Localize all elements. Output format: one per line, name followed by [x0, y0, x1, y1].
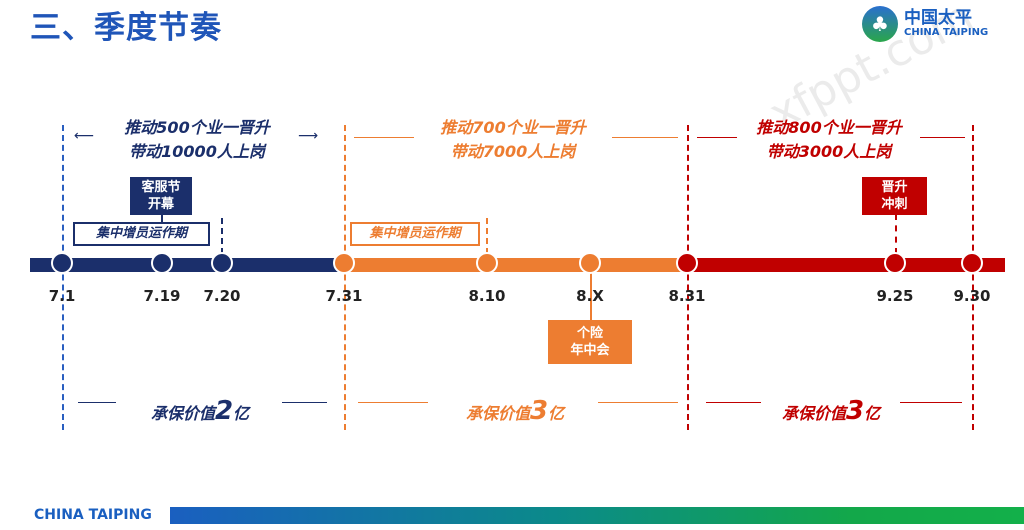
phase2-goal: 推动700个业一晋升 带动7000人上岗 [440, 118, 586, 161]
timeline-dot [579, 252, 601, 274]
timeline-dot [151, 252, 173, 274]
date-label: 7.20 [203, 287, 241, 305]
timeline-dot [884, 252, 906, 274]
phase2-value: 承保价值3亿 [465, 396, 565, 426]
boundary-7-31 [344, 125, 346, 430]
connector [161, 215, 163, 223]
arrow-left-icon [354, 137, 414, 138]
timeline-dot [476, 252, 498, 274]
arrow-left-icon: ⟵ [74, 128, 95, 144]
date-label: 7.1 [48, 287, 76, 305]
phase3-value: 承保价值3亿 [781, 396, 881, 426]
phase1-goal: 推动500个业一晋升 带动10000人上岗 [124, 118, 270, 161]
page-title: 三、季度节奏 [30, 10, 222, 46]
date-label: 8.31 [668, 287, 706, 305]
footer-brand: CHINA TAIPING [34, 507, 152, 523]
boundary-8-31 [687, 125, 689, 430]
timeline-dot [676, 252, 698, 274]
arrow-right-icon [920, 137, 965, 138]
arrow-right-icon [900, 402, 962, 403]
connector [590, 272, 592, 320]
timeline-phase1 [30, 258, 342, 272]
logo-cn: 中国太平 [904, 8, 972, 28]
date-label: 9.30 [953, 287, 991, 305]
logo: ♣ 中国太平 CHINA TAIPING [862, 6, 988, 42]
event-nianzhong-box: 个险 年中会 [548, 320, 632, 364]
date-label: 9.25 [876, 287, 914, 305]
phase1-value: 承保价值2亿 [150, 396, 250, 426]
arrow-left-icon [697, 137, 737, 138]
arrow-left-icon [358, 402, 428, 403]
logo-en: CHINA TAIPING [904, 27, 989, 38]
tree-logo-icon: ♣ [862, 6, 898, 42]
timeline-phase2 [342, 258, 687, 272]
footer-bar [170, 507, 1024, 524]
arrow-right-icon [598, 402, 678, 403]
phase3-goal: 推动800个业一晋升 带动3000人上岗 [756, 118, 902, 161]
date-label: 8.10 [468, 287, 506, 305]
arrow-right-icon: ⟶ [298, 128, 319, 144]
arrow-left-icon [706, 402, 761, 403]
arrow-right-icon [612, 137, 678, 138]
date-label: 7.19 [143, 287, 181, 305]
event-zengyuan-blue: 集中增员运作期 [73, 222, 210, 246]
event-zengyuan-orange: 集中增员运作期 [350, 222, 480, 246]
timeline-dot [333, 252, 355, 274]
event-jinsheng-box: 晋升 冲刺 [862, 177, 927, 215]
boundary-7-1 [62, 125, 64, 430]
timeline-dot [51, 252, 73, 274]
arrow-right-icon [282, 402, 327, 403]
timeline-dot [211, 252, 233, 274]
marker-9-25 [895, 214, 897, 254]
timeline-phase3 [687, 258, 1005, 272]
boundary-9-30 [972, 125, 974, 430]
timeline-dot [961, 252, 983, 274]
arrow-left-icon [78, 402, 116, 403]
event-kefu-box: 客服节 开幕 [130, 177, 192, 215]
date-label: 7.31 [325, 287, 363, 305]
marker-7-20 [221, 218, 223, 254]
date-label: 8.X [576, 287, 604, 305]
marker-8-10 [486, 218, 488, 254]
